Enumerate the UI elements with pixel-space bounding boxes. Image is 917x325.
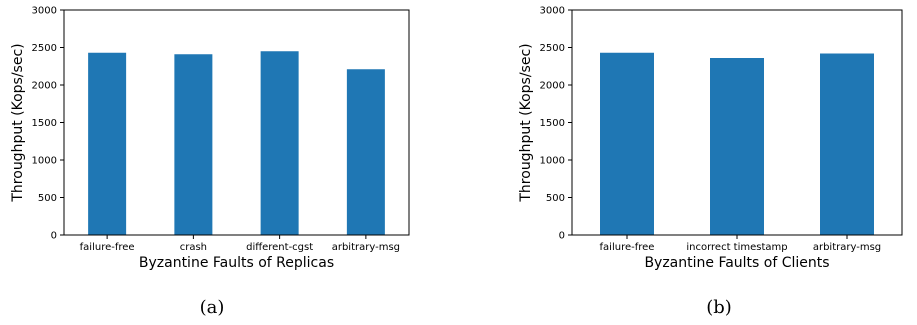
y-tick-label: 500 [546, 193, 565, 204]
x-axis-label: Byzantine Faults of Replicas [139, 255, 334, 271]
y-tick-label: 1500 [540, 118, 565, 129]
y-tick-label: 0 [559, 231, 565, 242]
x-tick-label: crash [180, 242, 207, 253]
subfigure-caption: (a) [200, 297, 225, 318]
bar-different-cgst [260, 51, 299, 235]
y-tick-label: 0 [51, 231, 57, 242]
x-tick-label: different-cgst [246, 242, 313, 253]
x-tick-label: arbitrary-msg [332, 242, 400, 253]
x-tick-label: failure-free [80, 242, 135, 253]
bar-arbitrary-msg [820, 53, 874, 235]
y-tick-label: 500 [38, 193, 57, 204]
bar-incorrect-timestamp [710, 58, 764, 235]
y-tick-label: 2500 [32, 43, 57, 54]
y-tick-label: 3000 [32, 6, 57, 17]
y-tick-label: 2000 [32, 81, 57, 92]
y-axis-label: Throughput (Kops/sec) [518, 43, 534, 202]
bar-failure-free [600, 52, 654, 235]
bar-arbitrary-msg [346, 69, 385, 235]
x-tick-label: arbitrary-msg [813, 242, 881, 253]
y-tick-label: 2500 [540, 43, 565, 54]
y-tick-label: 2000 [540, 81, 565, 92]
y-tick-label: 3000 [540, 6, 565, 17]
x-tick-label: incorrect timestamp [686, 242, 787, 253]
y-tick-label: 1000 [540, 156, 565, 167]
bar-failure-free [88, 52, 127, 235]
y-axis-label: Throughput (Kops/sec) [10, 43, 26, 202]
x-axis-label: Byzantine Faults of Clients [644, 255, 829, 271]
chart-1: 0 500 1000 1500 2000 2500 3000 failure-free inco… [518, 6, 903, 318]
chart-0: 0 500 1000 1500 2000 2500 3000 failure-free cras… [10, 6, 410, 318]
bar-crash [174, 54, 213, 235]
subfigure-caption: (b) [706, 297, 732, 318]
y-tick-label: 1000 [32, 156, 57, 167]
x-tick-label: failure-free [600, 242, 655, 253]
y-tick-label: 1500 [32, 118, 57, 129]
